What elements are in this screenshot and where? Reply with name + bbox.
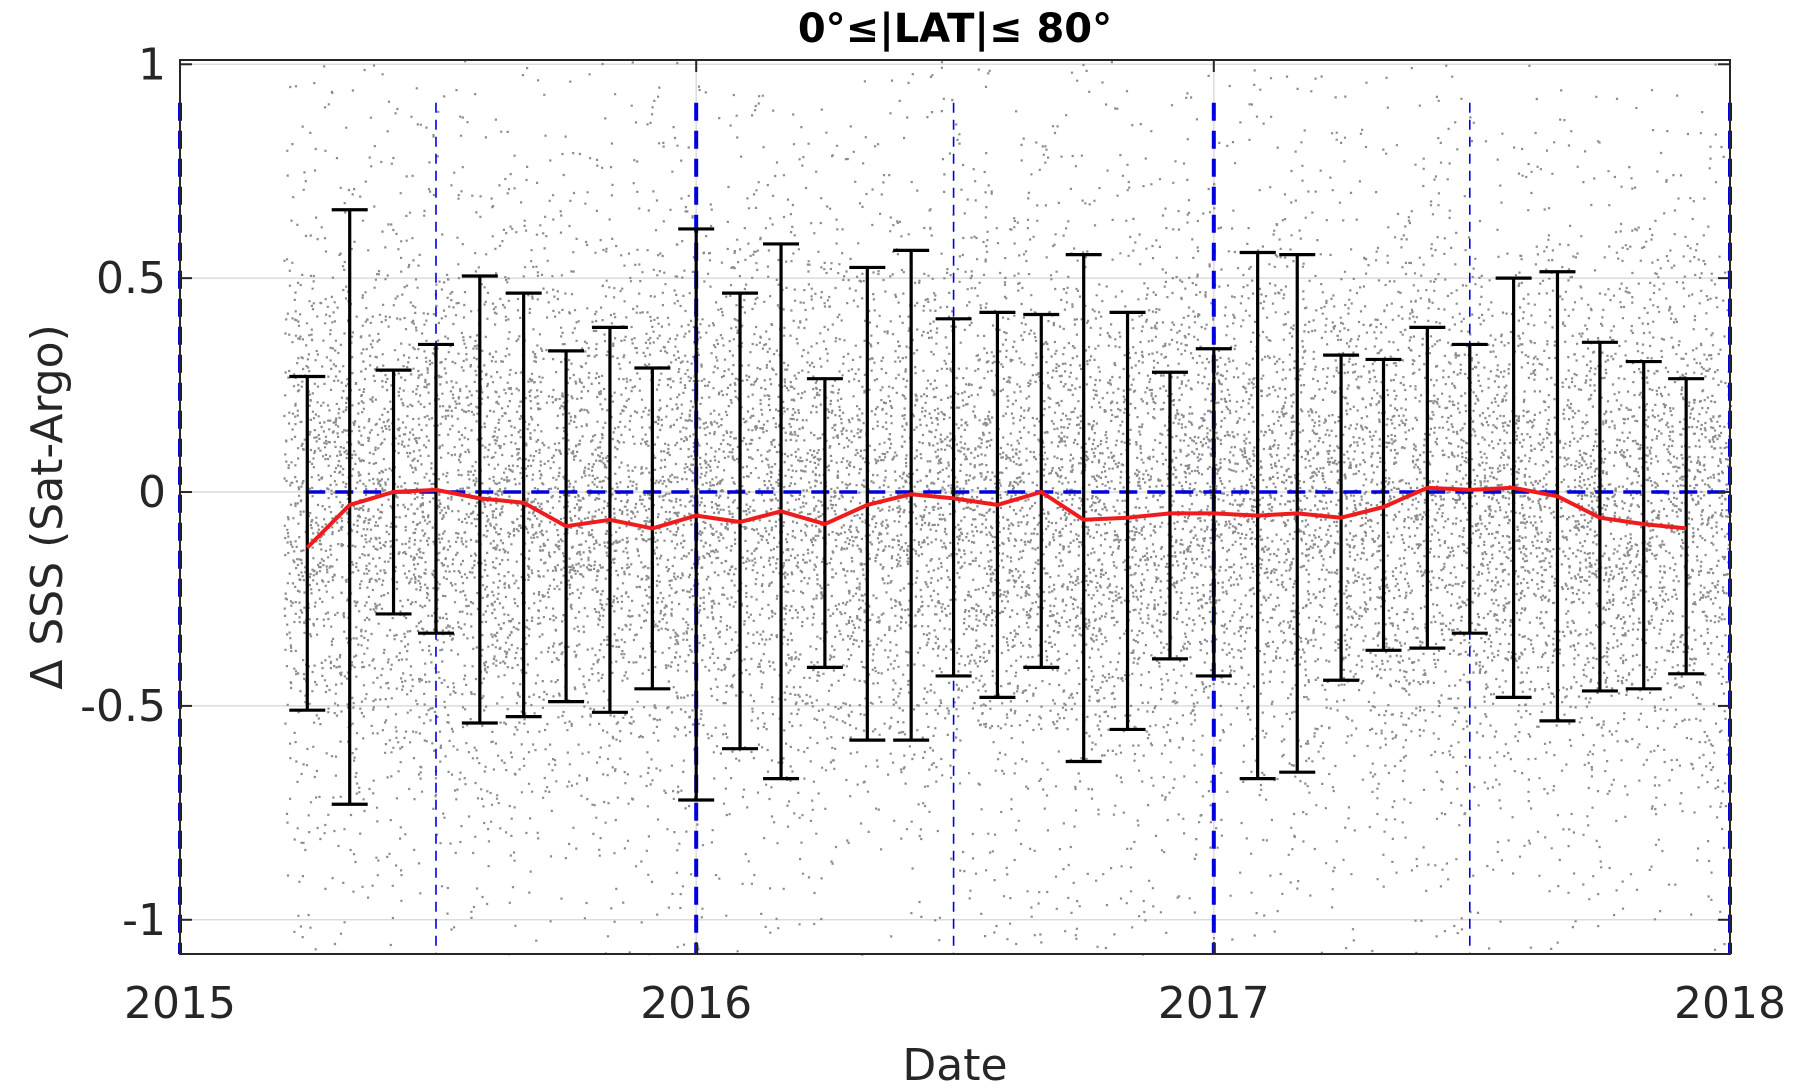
tick-layer: 1 0.5 0 -0.5 -1 2015 2016 2017 2018	[80, 39, 1786, 1029]
x-axis-label: Date	[902, 1040, 1007, 1087]
y-tick-label-2: 0	[138, 467, 166, 518]
x-tick-label-1: 2016	[640, 978, 752, 1029]
error-bar-0	[289, 374, 326, 712]
y-tick-label-4: -1	[122, 895, 166, 946]
error-bar-19	[1109, 310, 1146, 732]
mean-line	[305, 485, 1687, 550]
axes-box	[179, 59, 1731, 955]
y-tick-label-3: -0.5	[80, 681, 166, 732]
y-tick-label-0: 1	[138, 39, 166, 90]
x-tick-label-3: 2018	[1674, 978, 1786, 1029]
y-tick-label-1: 0.5	[96, 253, 166, 304]
error-bar-32	[1668, 377, 1705, 676]
chart-title: 0°≤|LAT|≤ 80°	[798, 6, 1112, 53]
error-bar-18	[1065, 253, 1102, 764]
y-axis-label: Δ SSS (Sat-Argo)	[22, 324, 73, 690]
x-tick-label-2: 2017	[1158, 978, 1270, 1029]
x-tick-label-0: 2015	[124, 978, 236, 1029]
mean-line-layer	[305, 485, 1687, 550]
error-bar-20	[1151, 370, 1188, 661]
error-bars	[289, 208, 1705, 806]
